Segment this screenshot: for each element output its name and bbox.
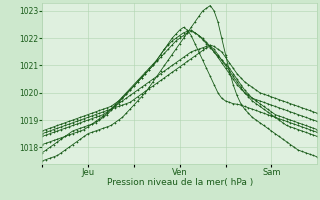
X-axis label: Pression niveau de la mer( hPa ): Pression niveau de la mer( hPa )	[107, 178, 253, 187]
